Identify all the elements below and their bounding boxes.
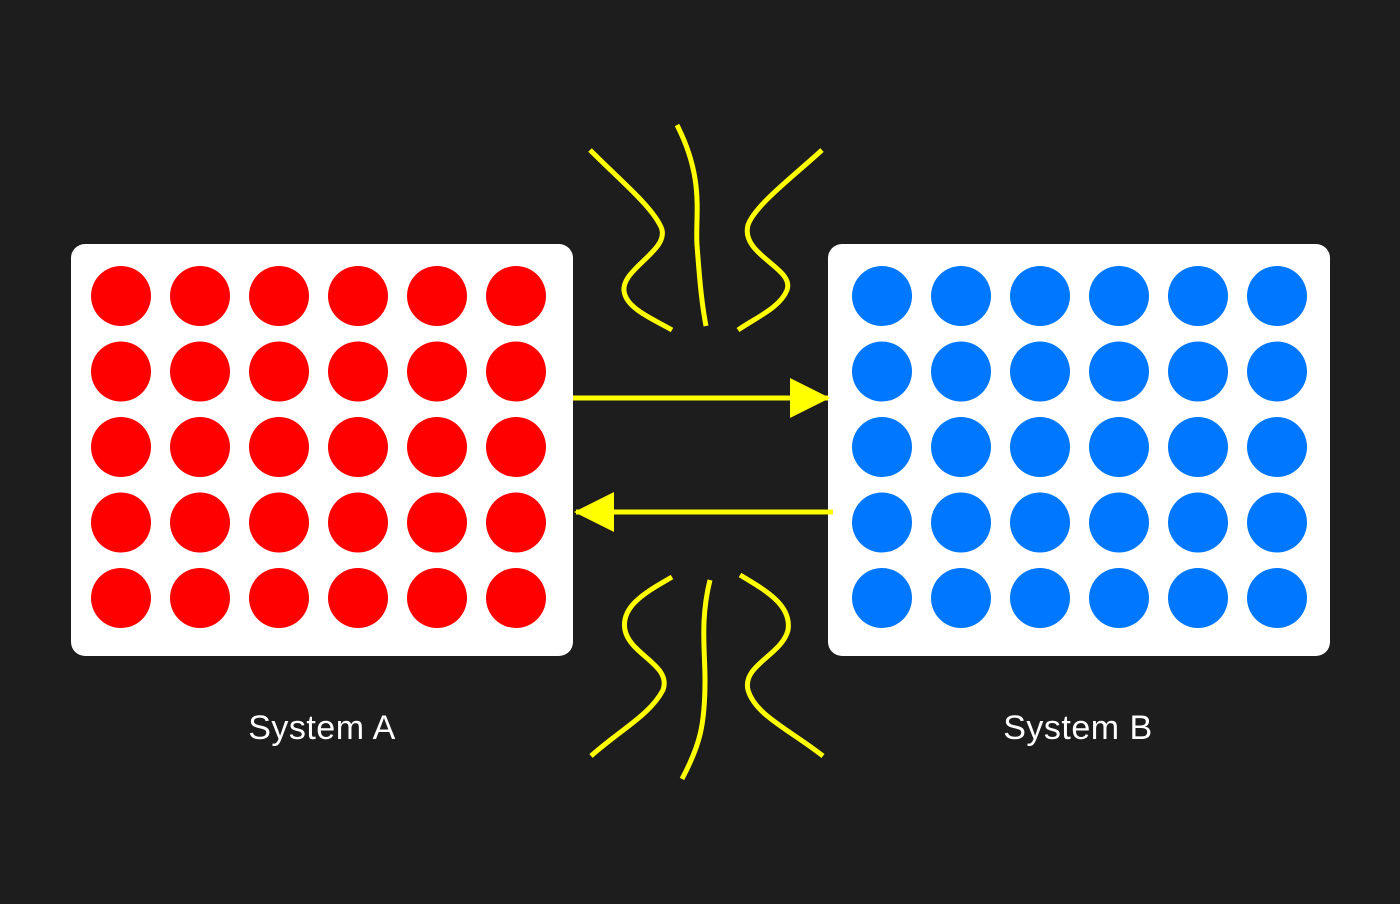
system-b-label: System B xyxy=(1003,709,1153,747)
system-a-particle xyxy=(407,266,467,326)
system-b-particle xyxy=(852,341,912,402)
top-wave-lines xyxy=(588,123,824,333)
system-b-particle xyxy=(931,417,991,477)
system-a-particle xyxy=(249,568,309,628)
system-b-particle xyxy=(1010,417,1070,477)
system-a-particle xyxy=(407,417,467,477)
system-b-particle xyxy=(1168,417,1228,477)
system-b-particles xyxy=(852,266,1307,628)
system-a-particle xyxy=(170,341,230,402)
system-b-particle xyxy=(1089,492,1149,553)
system-a-label: System A xyxy=(248,709,396,747)
system-b-particle xyxy=(1247,568,1307,628)
system-b-particle xyxy=(1168,341,1228,402)
system-a-particle xyxy=(91,492,151,553)
system-a-particles xyxy=(91,266,546,628)
system-a-particle xyxy=(486,568,546,628)
system-b-panel xyxy=(828,244,1330,656)
system-a-particle xyxy=(328,492,388,553)
system-a-particle xyxy=(486,417,546,477)
system-b-particle xyxy=(1010,492,1070,553)
system-b-particle xyxy=(1089,341,1149,402)
system-a-particle xyxy=(249,417,309,477)
system-a-particle xyxy=(170,492,230,553)
system-a-particle xyxy=(486,266,546,326)
wave-line-top-center xyxy=(674,123,709,327)
system-b-particle xyxy=(1247,341,1307,402)
system-a-particle xyxy=(249,341,309,402)
system-b-particle xyxy=(852,492,912,553)
system-a-particle xyxy=(328,417,388,477)
system-a-particle xyxy=(328,266,388,326)
wave-line-top-right xyxy=(736,148,824,333)
bottom-wave-lines xyxy=(589,572,825,781)
system-b-particle xyxy=(931,341,991,402)
system-a-panel xyxy=(71,244,573,656)
wave-line-bottom-left xyxy=(589,574,674,758)
system-b-particle xyxy=(931,492,991,553)
system-a-particle xyxy=(328,568,388,628)
system-b-particle xyxy=(931,266,991,326)
system-b-particle xyxy=(1010,341,1070,402)
system-a-particle xyxy=(91,417,151,477)
system-b-particle xyxy=(1168,266,1228,326)
system-b-particle xyxy=(1247,417,1307,477)
system-a-particle xyxy=(91,568,151,628)
system-b-particle xyxy=(1010,266,1070,326)
system-b-particle xyxy=(1168,492,1228,553)
system-b-particle xyxy=(1089,568,1149,628)
system-b-particle xyxy=(1089,417,1149,477)
system-b-particle xyxy=(852,568,912,628)
wave-line-bottom-center xyxy=(679,579,713,781)
system-a-particle xyxy=(407,492,467,553)
system-a-particle xyxy=(486,341,546,402)
wave-line-top-left xyxy=(588,148,674,333)
system-b-particle xyxy=(852,266,912,326)
system-a-particle xyxy=(407,568,467,628)
system-a-particle xyxy=(170,568,230,628)
system-a-particle xyxy=(91,266,151,326)
system-b-particle xyxy=(931,568,991,628)
system-b-particle xyxy=(1168,568,1228,628)
system-a-particle xyxy=(170,417,230,477)
system-a-particle xyxy=(328,341,388,402)
system-a-particle xyxy=(407,341,467,402)
system-a-particle xyxy=(170,266,230,326)
system-a-particle xyxy=(486,492,546,553)
system-b-particle xyxy=(1010,568,1070,628)
system-a-particle xyxy=(249,492,309,553)
wave-line-bottom-right xyxy=(738,572,825,758)
system-b-particle xyxy=(1089,266,1149,326)
system-b-particle xyxy=(1247,492,1307,553)
system-a-particle xyxy=(91,341,151,402)
system-b-particle xyxy=(852,417,912,477)
system-b-particle xyxy=(1247,266,1307,326)
system-a-particle xyxy=(249,266,309,326)
